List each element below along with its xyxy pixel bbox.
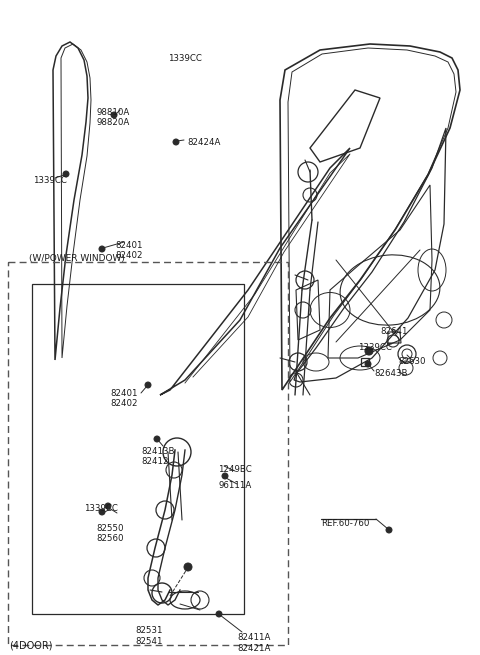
Text: 1249BC: 1249BC bbox=[218, 465, 252, 474]
Text: (W/POWER WINDOW): (W/POWER WINDOW) bbox=[29, 254, 125, 263]
Bar bbox=[8, 262, 288, 645]
Text: 82641: 82641 bbox=[381, 327, 408, 336]
Circle shape bbox=[154, 436, 160, 442]
Text: 82413B
82412: 82413B 82412 bbox=[142, 447, 175, 466]
Circle shape bbox=[111, 112, 117, 118]
Text: 82411A
82421A: 82411A 82421A bbox=[238, 633, 271, 653]
Text: 1339CC: 1339CC bbox=[33, 176, 67, 185]
Circle shape bbox=[173, 139, 179, 145]
Text: 1339CC: 1339CC bbox=[84, 504, 118, 514]
Circle shape bbox=[99, 509, 105, 515]
Text: 82531
82541: 82531 82541 bbox=[135, 626, 163, 646]
Bar bbox=[32, 284, 244, 614]
Circle shape bbox=[63, 171, 69, 177]
Text: 82630: 82630 bbox=[398, 357, 426, 366]
Circle shape bbox=[184, 563, 192, 571]
Circle shape bbox=[386, 527, 392, 533]
Text: 96111A: 96111A bbox=[218, 481, 252, 491]
Circle shape bbox=[365, 347, 373, 355]
Circle shape bbox=[222, 473, 228, 479]
Text: 82424A: 82424A bbox=[187, 138, 221, 147]
Text: (4DOOR): (4DOOR) bbox=[10, 641, 53, 650]
Text: 1339CC: 1339CC bbox=[168, 54, 202, 64]
Text: 98810A
98820A: 98810A 98820A bbox=[96, 108, 130, 128]
Circle shape bbox=[216, 611, 222, 617]
Text: 82550
82560: 82550 82560 bbox=[96, 524, 123, 544]
Circle shape bbox=[365, 361, 371, 367]
Text: REF.60-760: REF.60-760 bbox=[322, 519, 370, 528]
Circle shape bbox=[105, 503, 111, 509]
Text: 1339CC: 1339CC bbox=[358, 343, 392, 352]
Circle shape bbox=[145, 382, 151, 388]
Text: 82401
82402: 82401 82402 bbox=[116, 241, 144, 261]
Circle shape bbox=[99, 246, 105, 252]
Text: 82401
82402: 82401 82402 bbox=[110, 389, 138, 409]
Text: 82643B: 82643B bbox=[374, 369, 408, 379]
